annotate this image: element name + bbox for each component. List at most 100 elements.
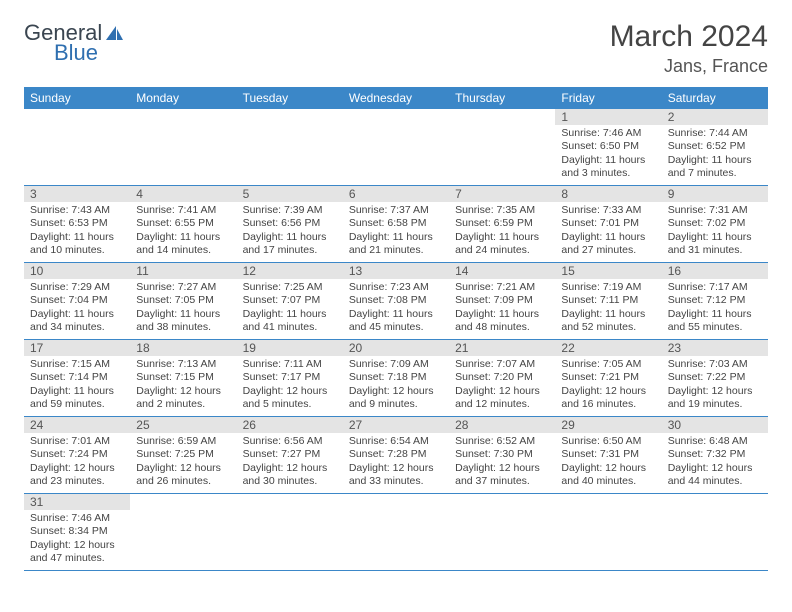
day-number: 2 — [662, 109, 768, 125]
day-details: Sunrise: 7:01 AMSunset: 7:24 PMDaylight:… — [24, 433, 130, 491]
calendar-row: 17Sunrise: 7:15 AMSunset: 7:14 PMDayligh… — [24, 340, 768, 417]
day-details: Sunrise: 7:46 AMSunset: 8:34 PMDaylight:… — [24, 510, 130, 568]
calendar-cell: 9Sunrise: 7:31 AMSunset: 7:02 PMDaylight… — [662, 186, 768, 263]
weekday-header: Sunday — [24, 87, 130, 109]
calendar-cell: 16Sunrise: 7:17 AMSunset: 7:12 PMDayligh… — [662, 263, 768, 340]
calendar-row: 24Sunrise: 7:01 AMSunset: 7:24 PMDayligh… — [24, 417, 768, 494]
calendar-cell: 6Sunrise: 7:37 AMSunset: 6:58 PMDaylight… — [343, 186, 449, 263]
day-details: Sunrise: 6:52 AMSunset: 7:30 PMDaylight:… — [449, 433, 555, 491]
day-number: 4 — [130, 186, 236, 202]
day-number: 23 — [662, 340, 768, 356]
day-details: Sunrise: 7:21 AMSunset: 7:09 PMDaylight:… — [449, 279, 555, 337]
day-details: Sunrise: 7:35 AMSunset: 6:59 PMDaylight:… — [449, 202, 555, 260]
day-number: 16 — [662, 263, 768, 279]
day-details: Sunrise: 6:50 AMSunset: 7:31 PMDaylight:… — [555, 433, 661, 491]
calendar-cell — [343, 109, 449, 186]
calendar-cell: 20Sunrise: 7:09 AMSunset: 7:18 PMDayligh… — [343, 340, 449, 417]
calendar-cell: 18Sunrise: 7:13 AMSunset: 7:15 PMDayligh… — [130, 340, 236, 417]
calendar-cell — [449, 494, 555, 571]
calendar-cell: 29Sunrise: 6:50 AMSunset: 7:31 PMDayligh… — [555, 417, 661, 494]
day-details: Sunrise: 7:05 AMSunset: 7:21 PMDaylight:… — [555, 356, 661, 414]
day-details: Sunrise: 7:27 AMSunset: 7:05 PMDaylight:… — [130, 279, 236, 337]
calendar-cell — [130, 109, 236, 186]
day-details: Sunrise: 7:43 AMSunset: 6:53 PMDaylight:… — [24, 202, 130, 260]
day-number: 17 — [24, 340, 130, 356]
calendar-cell — [130, 494, 236, 571]
logo-line2: Blue — [54, 40, 98, 66]
day-number: 31 — [24, 494, 130, 510]
day-number: 7 — [449, 186, 555, 202]
day-details: Sunrise: 7:09 AMSunset: 7:18 PMDaylight:… — [343, 356, 449, 414]
calendar-cell: 23Sunrise: 7:03 AMSunset: 7:22 PMDayligh… — [662, 340, 768, 417]
day-number: 22 — [555, 340, 661, 356]
day-number: 19 — [237, 340, 343, 356]
day-details: Sunrise: 7:44 AMSunset: 6:52 PMDaylight:… — [662, 125, 768, 183]
day-details: Sunrise: 7:33 AMSunset: 7:01 PMDaylight:… — [555, 202, 661, 260]
day-details: Sunrise: 7:23 AMSunset: 7:08 PMDaylight:… — [343, 279, 449, 337]
day-number: 3 — [24, 186, 130, 202]
weekday-header: Saturday — [662, 87, 768, 109]
day-number: 18 — [130, 340, 236, 356]
day-details: Sunrise: 7:39 AMSunset: 6:56 PMDaylight:… — [237, 202, 343, 260]
calendar-cell: 15Sunrise: 7:19 AMSunset: 7:11 PMDayligh… — [555, 263, 661, 340]
calendar-cell — [662, 494, 768, 571]
calendar-cell: 2Sunrise: 7:44 AMSunset: 6:52 PMDaylight… — [662, 109, 768, 186]
weekday-header: Wednesday — [343, 87, 449, 109]
calendar-cell: 26Sunrise: 6:56 AMSunset: 7:27 PMDayligh… — [237, 417, 343, 494]
day-details: Sunrise: 6:54 AMSunset: 7:28 PMDaylight:… — [343, 433, 449, 491]
calendar-cell: 1Sunrise: 7:46 AMSunset: 6:50 PMDaylight… — [555, 109, 661, 186]
day-details: Sunrise: 7:15 AMSunset: 7:14 PMDaylight:… — [24, 356, 130, 414]
day-number: 13 — [343, 263, 449, 279]
day-number: 5 — [237, 186, 343, 202]
calendar-cell: 17Sunrise: 7:15 AMSunset: 7:14 PMDayligh… — [24, 340, 130, 417]
day-details: Sunrise: 7:07 AMSunset: 7:20 PMDaylight:… — [449, 356, 555, 414]
calendar-cell: 24Sunrise: 7:01 AMSunset: 7:24 PMDayligh… — [24, 417, 130, 494]
header: General March 2024 Jans, France — [24, 20, 768, 77]
day-number: 25 — [130, 417, 236, 433]
day-details: Sunrise: 7:29 AMSunset: 7:04 PMDaylight:… — [24, 279, 130, 337]
day-details: Sunrise: 7:37 AMSunset: 6:58 PMDaylight:… — [343, 202, 449, 260]
calendar-cell: 13Sunrise: 7:23 AMSunset: 7:08 PMDayligh… — [343, 263, 449, 340]
calendar-row: 3Sunrise: 7:43 AMSunset: 6:53 PMDaylight… — [24, 186, 768, 263]
calendar-cell: 4Sunrise: 7:41 AMSunset: 6:55 PMDaylight… — [130, 186, 236, 263]
weekday-header-row: SundayMondayTuesdayWednesdayThursdayFrid… — [24, 87, 768, 109]
calendar-cell: 19Sunrise: 7:11 AMSunset: 7:17 PMDayligh… — [237, 340, 343, 417]
month-title: March 2024 — [610, 20, 768, 54]
weekday-header: Tuesday — [237, 87, 343, 109]
calendar-table: SundayMondayTuesdayWednesdayThursdayFrid… — [24, 87, 768, 571]
day-details: Sunrise: 7:31 AMSunset: 7:02 PMDaylight:… — [662, 202, 768, 260]
day-number: 8 — [555, 186, 661, 202]
calendar-cell: 30Sunrise: 6:48 AMSunset: 7:32 PMDayligh… — [662, 417, 768, 494]
day-number: 6 — [343, 186, 449, 202]
day-number: 10 — [24, 263, 130, 279]
sail-icon — [104, 24, 124, 42]
day-number: 11 — [130, 263, 236, 279]
weekday-header: Thursday — [449, 87, 555, 109]
weekday-header: Monday — [130, 87, 236, 109]
day-details: Sunrise: 7:17 AMSunset: 7:12 PMDaylight:… — [662, 279, 768, 337]
calendar-cell — [237, 109, 343, 186]
calendar-cell: 27Sunrise: 6:54 AMSunset: 7:28 PMDayligh… — [343, 417, 449, 494]
calendar-row: 1Sunrise: 7:46 AMSunset: 6:50 PMDaylight… — [24, 109, 768, 186]
day-number: 26 — [237, 417, 343, 433]
calendar-cell: 3Sunrise: 7:43 AMSunset: 6:53 PMDaylight… — [24, 186, 130, 263]
calendar-row: 31Sunrise: 7:46 AMSunset: 8:34 PMDayligh… — [24, 494, 768, 571]
day-details: Sunrise: 6:59 AMSunset: 7:25 PMDaylight:… — [130, 433, 236, 491]
calendar-cell: 11Sunrise: 7:27 AMSunset: 7:05 PMDayligh… — [130, 263, 236, 340]
day-number: 24 — [24, 417, 130, 433]
day-number: 14 — [449, 263, 555, 279]
calendar-cell: 25Sunrise: 6:59 AMSunset: 7:25 PMDayligh… — [130, 417, 236, 494]
calendar-cell — [343, 494, 449, 571]
day-details: Sunrise: 7:13 AMSunset: 7:15 PMDaylight:… — [130, 356, 236, 414]
day-details: Sunrise: 7:03 AMSunset: 7:22 PMDaylight:… — [662, 356, 768, 414]
calendar-row: 10Sunrise: 7:29 AMSunset: 7:04 PMDayligh… — [24, 263, 768, 340]
day-number: 15 — [555, 263, 661, 279]
day-details: Sunrise: 7:11 AMSunset: 7:17 PMDaylight:… — [237, 356, 343, 414]
location: Jans, France — [610, 56, 768, 77]
day-details: Sunrise: 7:46 AMSunset: 6:50 PMDaylight:… — [555, 125, 661, 183]
calendar-cell: 10Sunrise: 7:29 AMSunset: 7:04 PMDayligh… — [24, 263, 130, 340]
day-number: 30 — [662, 417, 768, 433]
calendar-cell: 7Sunrise: 7:35 AMSunset: 6:59 PMDaylight… — [449, 186, 555, 263]
day-number: 28 — [449, 417, 555, 433]
calendar-cell: 8Sunrise: 7:33 AMSunset: 7:01 PMDaylight… — [555, 186, 661, 263]
